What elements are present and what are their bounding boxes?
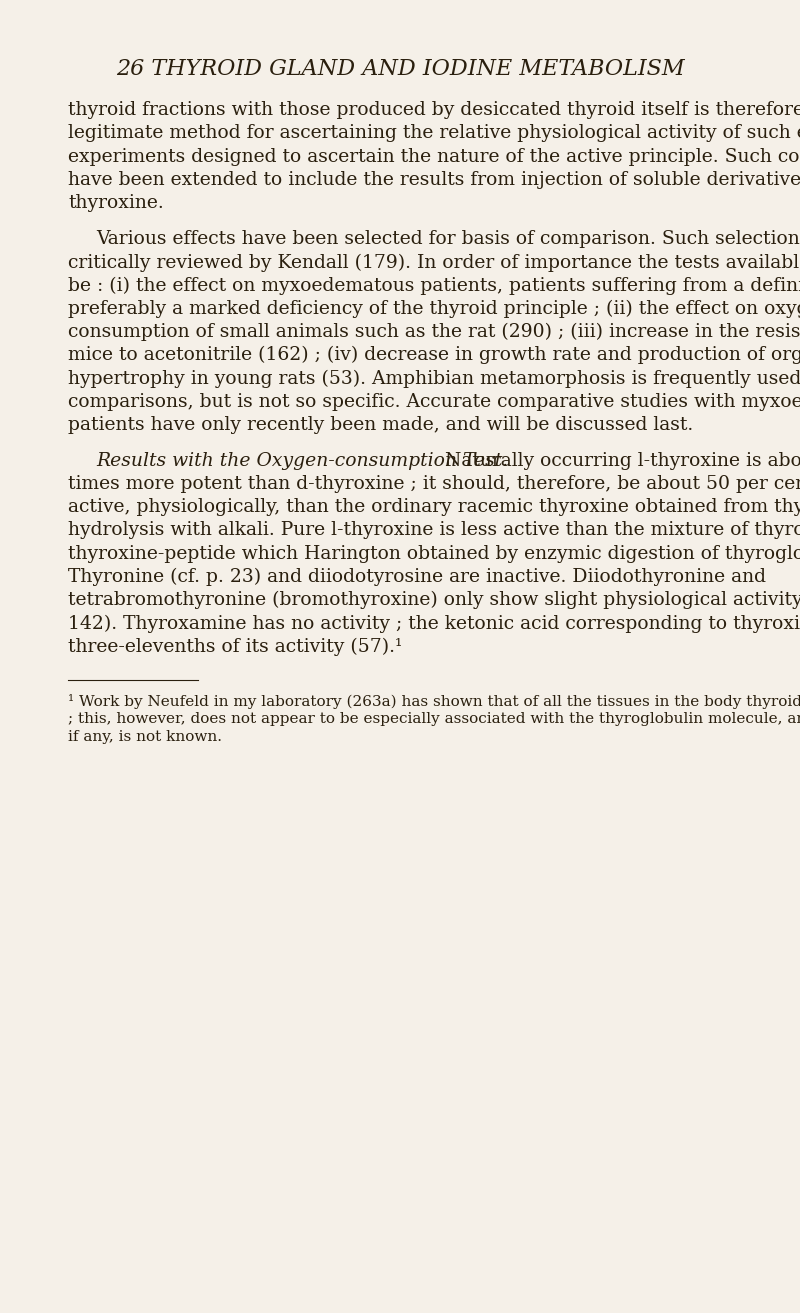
Text: active, physiologically, than the ordinary racemic thyroxine obtained from thyro: active, physiologically, than the ordina…: [68, 498, 800, 516]
Text: ¹ Work by Neufeld in my laboratory (263a) has shown that of all the tissues in t: ¹ Work by Neufeld in my laboratory (263a…: [68, 693, 800, 709]
Text: have been extended to include the results from injection of soluble derivatives : have been extended to include the result…: [68, 171, 800, 189]
Text: 142). Thyroxamine has no activity ; the ketonic acid corresponding to thyroxine : 142). Thyroxamine has no activity ; the …: [68, 614, 800, 633]
Text: Naturally occurring l-thyroxine is about three: Naturally occurring l-thyroxine is about…: [439, 452, 800, 470]
Text: ; this, however, does not appear to be especially associated with the thyroglobu: ; this, however, does not appear to be e…: [68, 712, 800, 726]
Text: comparisons, but is not so specific. Accurate comparative studies with myxoedema: comparisons, but is not so specific. Acc…: [68, 393, 800, 411]
Text: patients have only recently been made, and will be discussed last.: patients have only recently been made, a…: [68, 416, 694, 433]
Text: thyroid fractions with those produced by desiccated thyroid itself is therefore : thyroid fractions with those produced by…: [68, 101, 800, 119]
Text: critically reviewed by Kendall (179). In order of importance the tests available: critically reviewed by Kendall (179). In…: [68, 253, 800, 272]
Text: if any, is not known.: if any, is not known.: [68, 730, 222, 743]
Text: legitimate method for ascertaining the relative physiological activity of such e: legitimate method for ascertaining the r…: [68, 125, 800, 142]
Text: thyroxine-peptide which Harington obtained by enzymic digestion of thyroglobulin: thyroxine-peptide which Harington obtain…: [68, 545, 800, 563]
Text: be : (i) the effect on myxoedematous patients, patients suffering from a definit: be : (i) the effect on myxoedematous pat…: [68, 277, 800, 294]
Text: three-elevenths of its activity (57).¹: three-elevenths of its activity (57).¹: [68, 638, 402, 655]
Text: thyroxine.: thyroxine.: [68, 194, 164, 213]
Text: tetrabromothyronine (bromothyroxine) only show slight physiological activity (11: tetrabromothyronine (bromothyroxine) onl…: [68, 591, 800, 609]
Text: Various effects have been selected for basis of comparison. Such selection has b: Various effects have been selected for b…: [96, 230, 800, 248]
Text: 26 THYROID GLAND AND IODINE METABOLISM: 26 THYROID GLAND AND IODINE METABOLISM: [116, 58, 684, 80]
Text: hypertrophy in young rats (53). Amphibian metamorphosis is frequently used for s: hypertrophy in young rats (53). Amphibia…: [68, 369, 800, 387]
Text: hydrolysis with alkali. Pure l-thyroxine is less active than the mixture of thyr: hydrolysis with alkali. Pure l-thyroxine…: [68, 521, 800, 540]
Text: experiments designed to ascertain the nature of the active principle. Such compa: experiments designed to ascertain the na…: [68, 147, 800, 165]
Text: preferably a marked deficiency of the thyroid principle ; (ii) the effect on oxy: preferably a marked deficiency of the th…: [68, 299, 800, 318]
Text: Thyronine (cf. p. 23) and diiodotyrosine are inactive. Diiodothyronine and: Thyronine (cf. p. 23) and diiodotyrosine…: [68, 569, 766, 586]
Text: times more potent than d-thyroxine ; it should, therefore, be about 50 per cent.: times more potent than d-thyroxine ; it …: [68, 475, 800, 494]
Text: mice to acetonitrile (162) ; (iv) decrease in growth rate and production of orga: mice to acetonitrile (162) ; (iv) decrea…: [68, 347, 800, 365]
Text: Results with the Oxygen-consumption Test.: Results with the Oxygen-consumption Test…: [96, 452, 508, 470]
Text: consumption of small animals such as the rat (290) ; (iii) increase in the resis: consumption of small animals such as the…: [68, 323, 800, 341]
